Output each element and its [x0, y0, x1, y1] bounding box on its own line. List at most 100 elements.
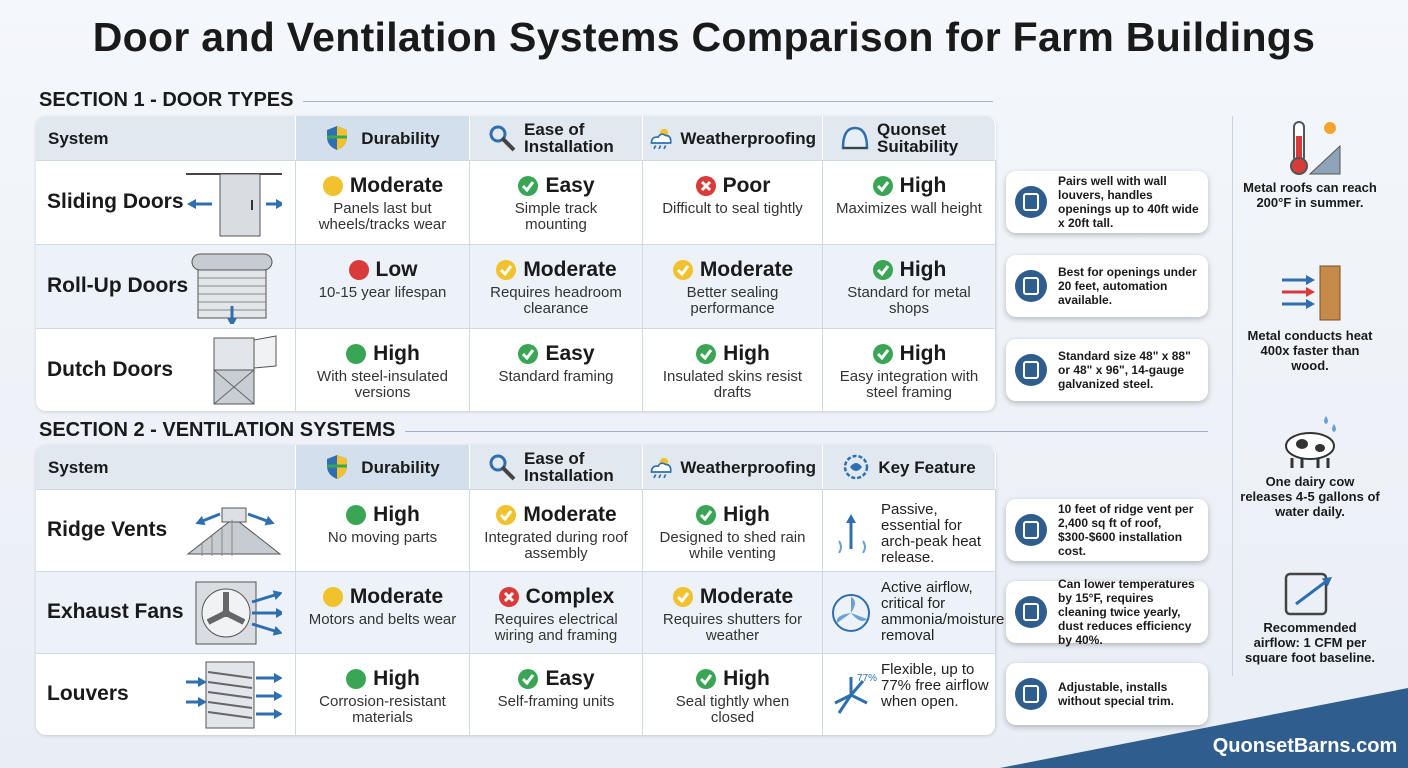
header-icon-part — [489, 454, 507, 472]
tip-card: Standard size 48" x 88" or 48" x 96", 14… — [1006, 338, 1208, 401]
tip-card: Adjustable, installs without special tri… — [1006, 663, 1208, 725]
rating-text: Moderate — [349, 585, 444, 608]
system-icon-part — [251, 592, 279, 604]
column-header: Durability — [296, 445, 470, 489]
column-header-text: Quonset Suitability — [877, 120, 959, 156]
status-icon — [346, 344, 367, 364]
page-title: Door and Ventilation Systems Comparison … — [92, 14, 1316, 60]
tip-icon — [1015, 186, 1047, 218]
status-icon-part — [503, 591, 514, 603]
rating-text: High — [899, 258, 947, 281]
status-icon-part — [518, 176, 539, 196]
status-icon — [322, 587, 343, 607]
status-icon — [518, 344, 539, 364]
tip-icon-part — [1015, 514, 1047, 546]
rating-note: No moving parts — [327, 529, 438, 546]
tip-card: Pairs well with wall louvers, handles op… — [1006, 171, 1208, 233]
status-icon — [498, 587, 519, 607]
fact-icon-part — [1306, 275, 1315, 285]
table-cell: Easy Standard framing — [470, 328, 643, 411]
status-icon-part — [676, 592, 690, 604]
rating: Low — [296, 258, 469, 282]
system-icon-part — [276, 608, 282, 618]
column-header: Key Feature — [823, 445, 996, 489]
rating-text: Easy — [545, 342, 595, 365]
rating-note: With steel-insulated versions — [317, 368, 448, 401]
table-cell: High Maximizes wall height — [823, 160, 996, 244]
fact-icon-part — [1296, 439, 1308, 449]
status-icon — [696, 505, 717, 525]
column-header: System — [36, 445, 296, 489]
feature-icon-part — [834, 677, 868, 714]
sidebar-divider — [1232, 116, 1233, 676]
rating-note: Self-framing units — [497, 693, 615, 710]
system-icon-part — [227, 318, 237, 324]
header-icon — [489, 454, 516, 481]
system-cell: Ridge Vents — [36, 489, 296, 571]
rating-note: Motors and belts wear — [308, 611, 457, 628]
table-cell: Easy Self-framing units — [470, 653, 643, 735]
status-icon-part — [500, 510, 513, 522]
header-icon-part — [653, 474, 667, 479]
column-header-text: Durability — [361, 128, 440, 148]
table-cell: 77% Flexible, up to 77% free airflow when… — [823, 653, 996, 735]
fact-text: Recommended airflow: 1 CFM per square fo… — [1244, 620, 1376, 665]
section-rule — [405, 431, 1208, 432]
table-cell: Moderate Motors and belts wear — [296, 571, 470, 653]
header-icon — [844, 454, 869, 480]
feature-icon — [832, 594, 870, 632]
tip-icon — [1015, 514, 1047, 546]
tip-card: 10 feet of ridge vent per 2,400 sq ft of… — [1006, 499, 1208, 561]
section-rule — [303, 101, 993, 102]
rating-text: Moderate — [349, 174, 444, 197]
status-icon-part — [700, 349, 713, 361]
status-icon — [518, 176, 539, 196]
system-icon-part — [253, 334, 277, 369]
system-name: Roll-Up Doors — [47, 274, 189, 297]
status-icon-part — [872, 176, 893, 196]
section-heading: SECTION 2 - VENTILATION SYSTEMS — [39, 419, 396, 441]
rating-text: High — [899, 174, 947, 197]
rating-note: 10-15 year lifespan — [318, 284, 447, 301]
status-icon-part — [872, 344, 893, 364]
rating-note: Difficult to seal tightly — [662, 200, 803, 217]
rating-text: Easy — [545, 667, 595, 690]
status-icon — [872, 260, 893, 280]
fact-icon-part — [1296, 136, 1302, 164]
status-icon — [872, 344, 893, 364]
fact-icon-part — [1295, 578, 1329, 606]
tip-icon-part — [1015, 270, 1047, 302]
header-icon-part — [650, 133, 672, 144]
rating: High — [296, 667, 469, 691]
feature-icon-part — [838, 540, 866, 553]
status-icon — [518, 669, 539, 689]
status-icon-part — [672, 587, 693, 607]
tip-icon — [1015, 270, 1047, 302]
fact-icon-part — [1308, 144, 1341, 175]
status-icon-part — [700, 510, 713, 522]
system-icon-part — [198, 697, 207, 707]
rating: High — [643, 342, 822, 366]
column-header: Durability — [296, 116, 470, 160]
system-icon-part — [187, 199, 196, 209]
system-icon-part — [251, 622, 279, 634]
system-icon — [191, 253, 273, 324]
rating-text: Low — [375, 258, 418, 281]
rating-text: Poor — [722, 174, 771, 197]
fact-icon-part — [1290, 157, 1308, 175]
rating-note: Panels last but wheels/tracks wear — [318, 200, 447, 233]
rating-text: High — [373, 342, 420, 365]
system-icon-part — [219, 173, 261, 237]
rating: High — [823, 174, 995, 198]
tip-icon-part — [1023, 277, 1039, 295]
system-name: Exhaust Fans — [47, 600, 184, 623]
table-cell: Active airflow, critical for ammonia/moi… — [823, 571, 1004, 653]
status-icon — [346, 505, 367, 525]
system-icon — [186, 661, 282, 729]
rating: Easy — [470, 667, 642, 691]
header-icon-part — [841, 126, 869, 150]
fact-icon-part — [1319, 265, 1341, 321]
fact-icon — [1282, 265, 1341, 321]
header-icon-part — [650, 462, 672, 473]
status-icon-part — [700, 180, 711, 192]
